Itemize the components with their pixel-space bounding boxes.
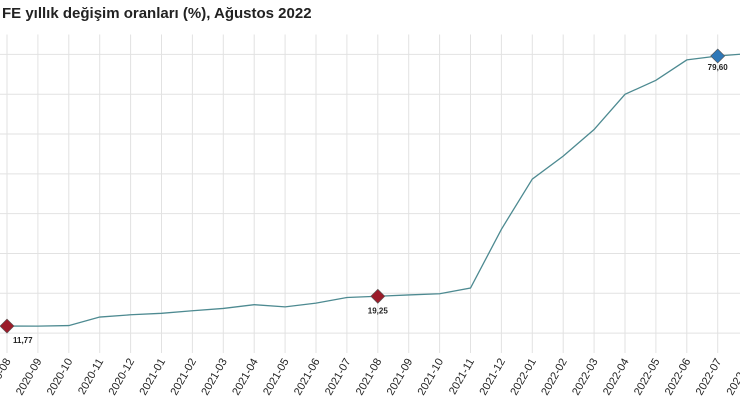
plot-area bbox=[0, 34, 740, 353]
x-tick-label: 2021-11 bbox=[447, 357, 477, 397]
x-tick-label: 2021-07 bbox=[323, 357, 354, 398]
x-tick-label: 2021-12 bbox=[477, 357, 508, 398]
data-label: 11,77 bbox=[13, 336, 33, 345]
x-tick-label: 2021-02 bbox=[168, 357, 199, 398]
x-tick-label: 2021-08 bbox=[354, 357, 385, 398]
x-tick-label: 2022-02 bbox=[539, 357, 570, 398]
x-tick-label: 2021-03 bbox=[199, 357, 230, 398]
x-tick-label: 2021-10 bbox=[416, 357, 447, 398]
marker bbox=[370, 288, 386, 304]
x-tick-label: 2020-10 bbox=[45, 357, 76, 398]
x-tick-label: 2021-01 bbox=[138, 357, 169, 398]
x-tick-label: 2020-08 bbox=[0, 357, 14, 398]
x-tick-label: 2020-09 bbox=[14, 357, 45, 398]
x-tick-label: 2022-04 bbox=[601, 357, 632, 398]
x-tick-label: 2022-05 bbox=[632, 357, 663, 398]
x-tick-label: 2021-05 bbox=[261, 357, 292, 398]
chart-title: FE yıllık değişim oranları (%), Ağustos … bbox=[2, 5, 312, 22]
x-tick-label: 2022-06 bbox=[663, 357, 694, 398]
x-tick-label: 2021-04 bbox=[230, 357, 261, 398]
x-tick-label: 2021-06 bbox=[292, 357, 323, 398]
x-tick-label: 2021-09 bbox=[385, 357, 416, 398]
x-tick-label: 2020-11 bbox=[76, 357, 106, 397]
x-tick-label: 2022-07 bbox=[694, 357, 725, 398]
data-label: 19,25 bbox=[368, 306, 389, 315]
x-tick-label: 2022-08 bbox=[725, 357, 740, 398]
marker bbox=[710, 48, 726, 64]
data-label: 79,60 bbox=[708, 63, 729, 72]
x-tick-label: 2020-12 bbox=[107, 357, 138, 398]
x-tick-label: 2022-03 bbox=[570, 357, 601, 398]
marker bbox=[0, 318, 15, 334]
x-tick-label: 2022-01 bbox=[508, 357, 539, 398]
